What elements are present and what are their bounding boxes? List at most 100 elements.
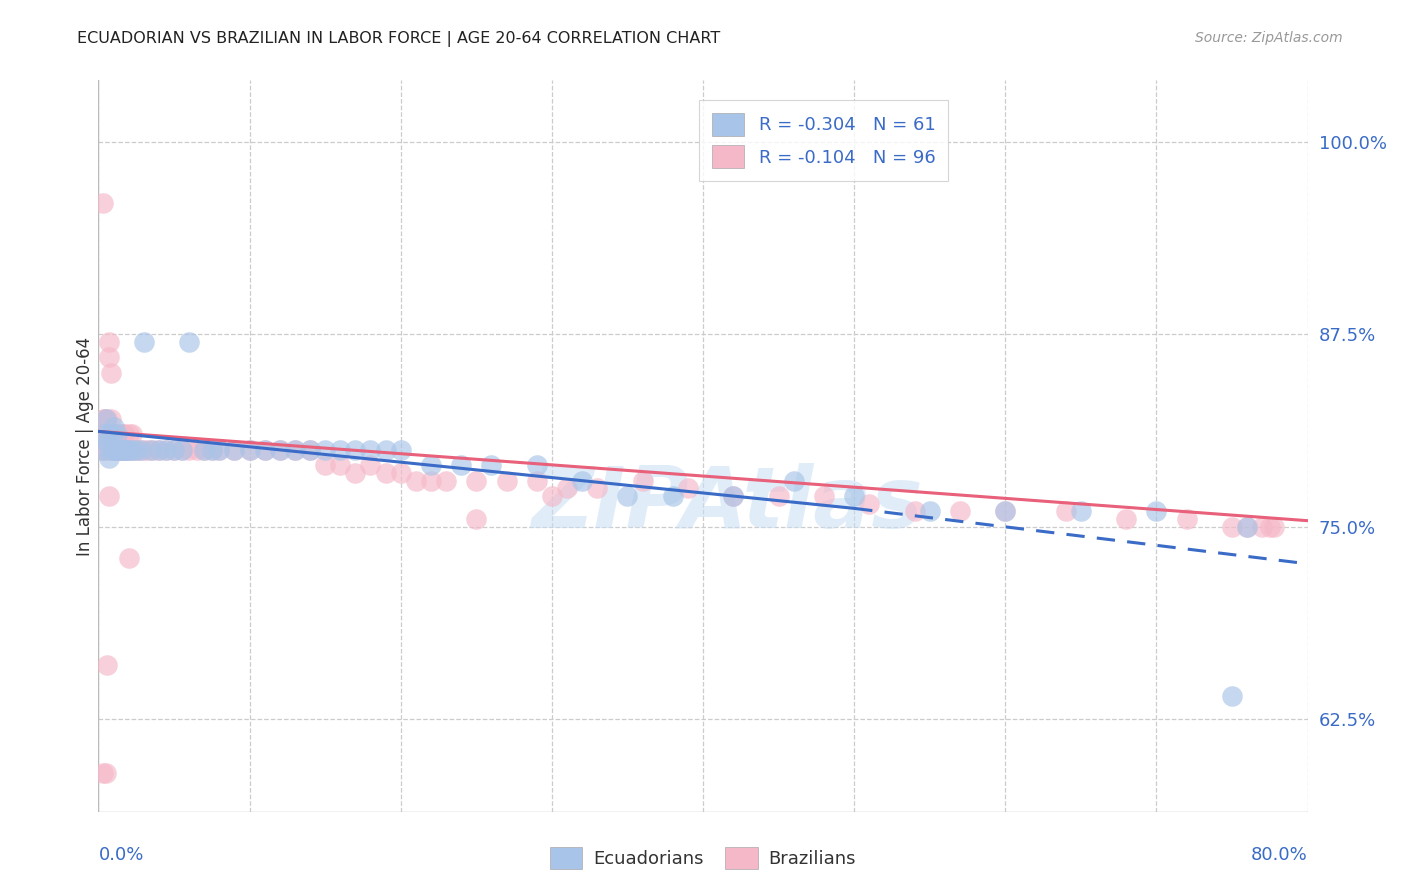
Point	[118, 427, 141, 442]
Point	[374, 466, 396, 480]
Text: Source: ZipAtlas.com: Source: ZipAtlas.com	[1195, 31, 1343, 45]
Point	[450, 458, 472, 473]
Point	[103, 442, 125, 457]
Point	[344, 466, 367, 480]
Point	[104, 442, 127, 457]
Point	[201, 442, 224, 457]
Point	[111, 442, 134, 457]
Point	[125, 442, 148, 457]
Point	[112, 442, 135, 457]
Point	[91, 196, 114, 211]
Point	[148, 442, 170, 457]
Point	[1054, 504, 1077, 518]
Point	[253, 442, 276, 457]
Point	[101, 427, 124, 442]
Point	[1258, 520, 1281, 534]
Point	[768, 489, 790, 503]
Point	[465, 512, 488, 526]
Point	[110, 442, 132, 457]
Point	[96, 427, 118, 442]
Point	[329, 442, 352, 457]
Point	[389, 442, 412, 457]
Point	[555, 481, 578, 495]
Point	[98, 450, 121, 465]
Point	[179, 442, 201, 457]
Point	[105, 442, 128, 457]
Point	[91, 442, 114, 457]
Point	[94, 442, 117, 457]
Point	[112, 427, 135, 442]
Point	[118, 442, 141, 457]
Point	[994, 504, 1017, 518]
Text: 80.0%: 80.0%	[1251, 846, 1308, 863]
Point	[141, 442, 163, 457]
Point	[631, 474, 654, 488]
Point	[96, 658, 118, 673]
Point	[112, 442, 135, 457]
Point	[481, 458, 503, 473]
Point	[115, 442, 138, 457]
Point	[136, 442, 159, 457]
Point	[405, 474, 427, 488]
Legend: R = -0.304   N = 61, R = -0.104   N = 96: R = -0.304 N = 61, R = -0.104 N = 96	[699, 100, 948, 181]
Point	[98, 334, 121, 349]
Point	[586, 481, 609, 495]
Point	[1175, 512, 1198, 526]
Point	[1220, 520, 1243, 534]
Point	[110, 442, 132, 457]
Text: ZIPAtlas: ZIPAtlas	[531, 463, 922, 546]
Point	[208, 442, 231, 457]
Point	[723, 489, 745, 503]
Point	[132, 334, 155, 349]
Point	[918, 504, 941, 518]
Point	[163, 442, 186, 457]
Point	[122, 442, 145, 457]
Point	[115, 442, 138, 457]
Point	[114, 442, 136, 457]
Point	[170, 442, 193, 457]
Point	[129, 442, 152, 457]
Point	[108, 442, 131, 457]
Legend: Ecuadorians, Brazilians: Ecuadorians, Brazilians	[543, 839, 863, 876]
Point	[94, 412, 117, 426]
Point	[1070, 504, 1092, 518]
Point	[661, 489, 683, 503]
Point	[239, 442, 262, 457]
Point	[103, 442, 125, 457]
Point	[93, 412, 115, 426]
Point	[949, 504, 972, 518]
Point	[170, 442, 193, 457]
Text: ECUADORIAN VS BRAZILIAN IN LABOR FORCE | AGE 20-64 CORRELATION CHART: ECUADORIAN VS BRAZILIAN IN LABOR FORCE |…	[77, 31, 721, 47]
Point	[103, 427, 125, 442]
Point	[104, 442, 127, 457]
Point	[111, 442, 134, 457]
Point	[420, 474, 443, 488]
Point	[253, 442, 276, 457]
Point	[96, 435, 118, 450]
Point	[208, 442, 231, 457]
Point	[1115, 512, 1137, 526]
Point	[100, 412, 122, 426]
Point	[91, 766, 114, 780]
Point	[1144, 504, 1167, 518]
Point	[155, 442, 177, 457]
Point	[93, 442, 115, 457]
Point	[120, 442, 142, 457]
Point	[98, 351, 121, 365]
Point	[94, 766, 117, 780]
Point	[813, 489, 835, 503]
Point	[299, 442, 322, 457]
Point	[360, 458, 382, 473]
Point	[101, 427, 124, 442]
Point	[94, 427, 117, 442]
Point	[128, 442, 150, 457]
Point	[91, 427, 114, 442]
Point	[434, 474, 457, 488]
Point	[616, 489, 638, 503]
Point	[239, 442, 262, 457]
Point	[224, 442, 246, 457]
Point	[1236, 520, 1258, 534]
Point	[108, 442, 131, 457]
Point	[118, 550, 141, 565]
Point	[1251, 520, 1274, 534]
